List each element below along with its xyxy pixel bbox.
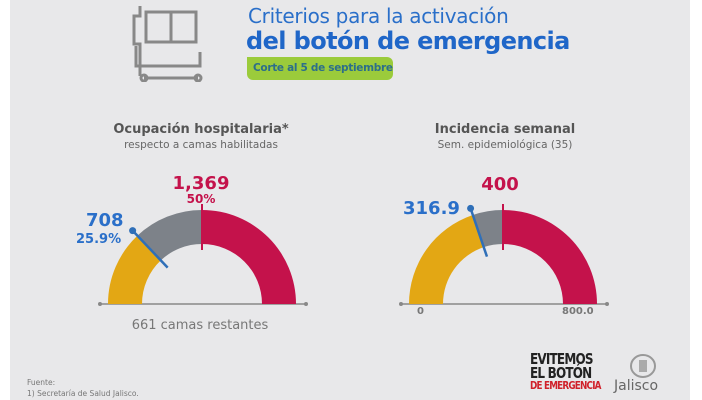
gauge-2-title: Incidencia semanal xyxy=(434,122,576,137)
value-needle-dot xyxy=(467,204,475,212)
gauge-1-value: 708 xyxy=(86,210,124,231)
campaign-logo: EVITEMOS EL BOTÓN DE EMERGENCIA xyxy=(530,352,601,392)
title-line-1: Criterios para la activación xyxy=(248,4,509,28)
jalisco-seal-icon xyxy=(630,354,656,378)
gauge-1-threshold: 1,369 xyxy=(172,173,230,194)
gauge-1-threshold-pct: 50% xyxy=(186,192,216,206)
gauge-1-value-pct: 25.9% xyxy=(76,232,122,247)
gauge-1-title: Ocupación hospitalaria* xyxy=(113,122,289,137)
date-badge: Corte al 5 de septiembre xyxy=(247,57,393,80)
gauge-segment-above-threshold xyxy=(503,210,597,304)
gauge-2-min: 0 xyxy=(417,306,424,317)
gauge-1-subtitle: respecto a camas habilitadas xyxy=(124,139,278,151)
gauge-2-threshold: 400 xyxy=(481,174,519,195)
source-label: Fuente: xyxy=(27,378,56,387)
baseline-dot xyxy=(399,302,403,306)
value-needle-dot xyxy=(129,227,137,235)
baseline-dot xyxy=(98,302,102,306)
source-item: 1) Secretaría de Salud Jalisco. xyxy=(27,389,139,398)
jalisco-logo: Jalisco xyxy=(614,378,659,394)
gauge-2-max: 800.0 xyxy=(562,306,594,317)
logo-line: DE EMERGENCIA xyxy=(530,379,601,392)
logo-line: EVITEMOS xyxy=(530,350,594,368)
gauge-segment-current xyxy=(108,235,161,304)
title-line-2: del botón de emergencia xyxy=(246,27,570,55)
baseline-dot xyxy=(605,302,609,306)
baseline-dot xyxy=(304,302,308,306)
gauge-2-subtitle: Sem. epidemiológica (35) xyxy=(437,139,573,151)
hospital-bed-icon xyxy=(132,6,203,82)
value-needle xyxy=(469,207,489,258)
value-needle xyxy=(131,229,169,269)
logo-line: EL BOTÓN xyxy=(530,364,592,382)
gauge-segment-remaining xyxy=(472,210,503,248)
gauge-segment-above-threshold xyxy=(202,210,296,304)
gauge-2-value: 316.9 xyxy=(403,198,460,219)
gauge-segment-remaining xyxy=(137,210,202,261)
gauge-1-footer: 661 camas restantes xyxy=(131,318,269,333)
gauge-segment-current xyxy=(409,214,484,304)
